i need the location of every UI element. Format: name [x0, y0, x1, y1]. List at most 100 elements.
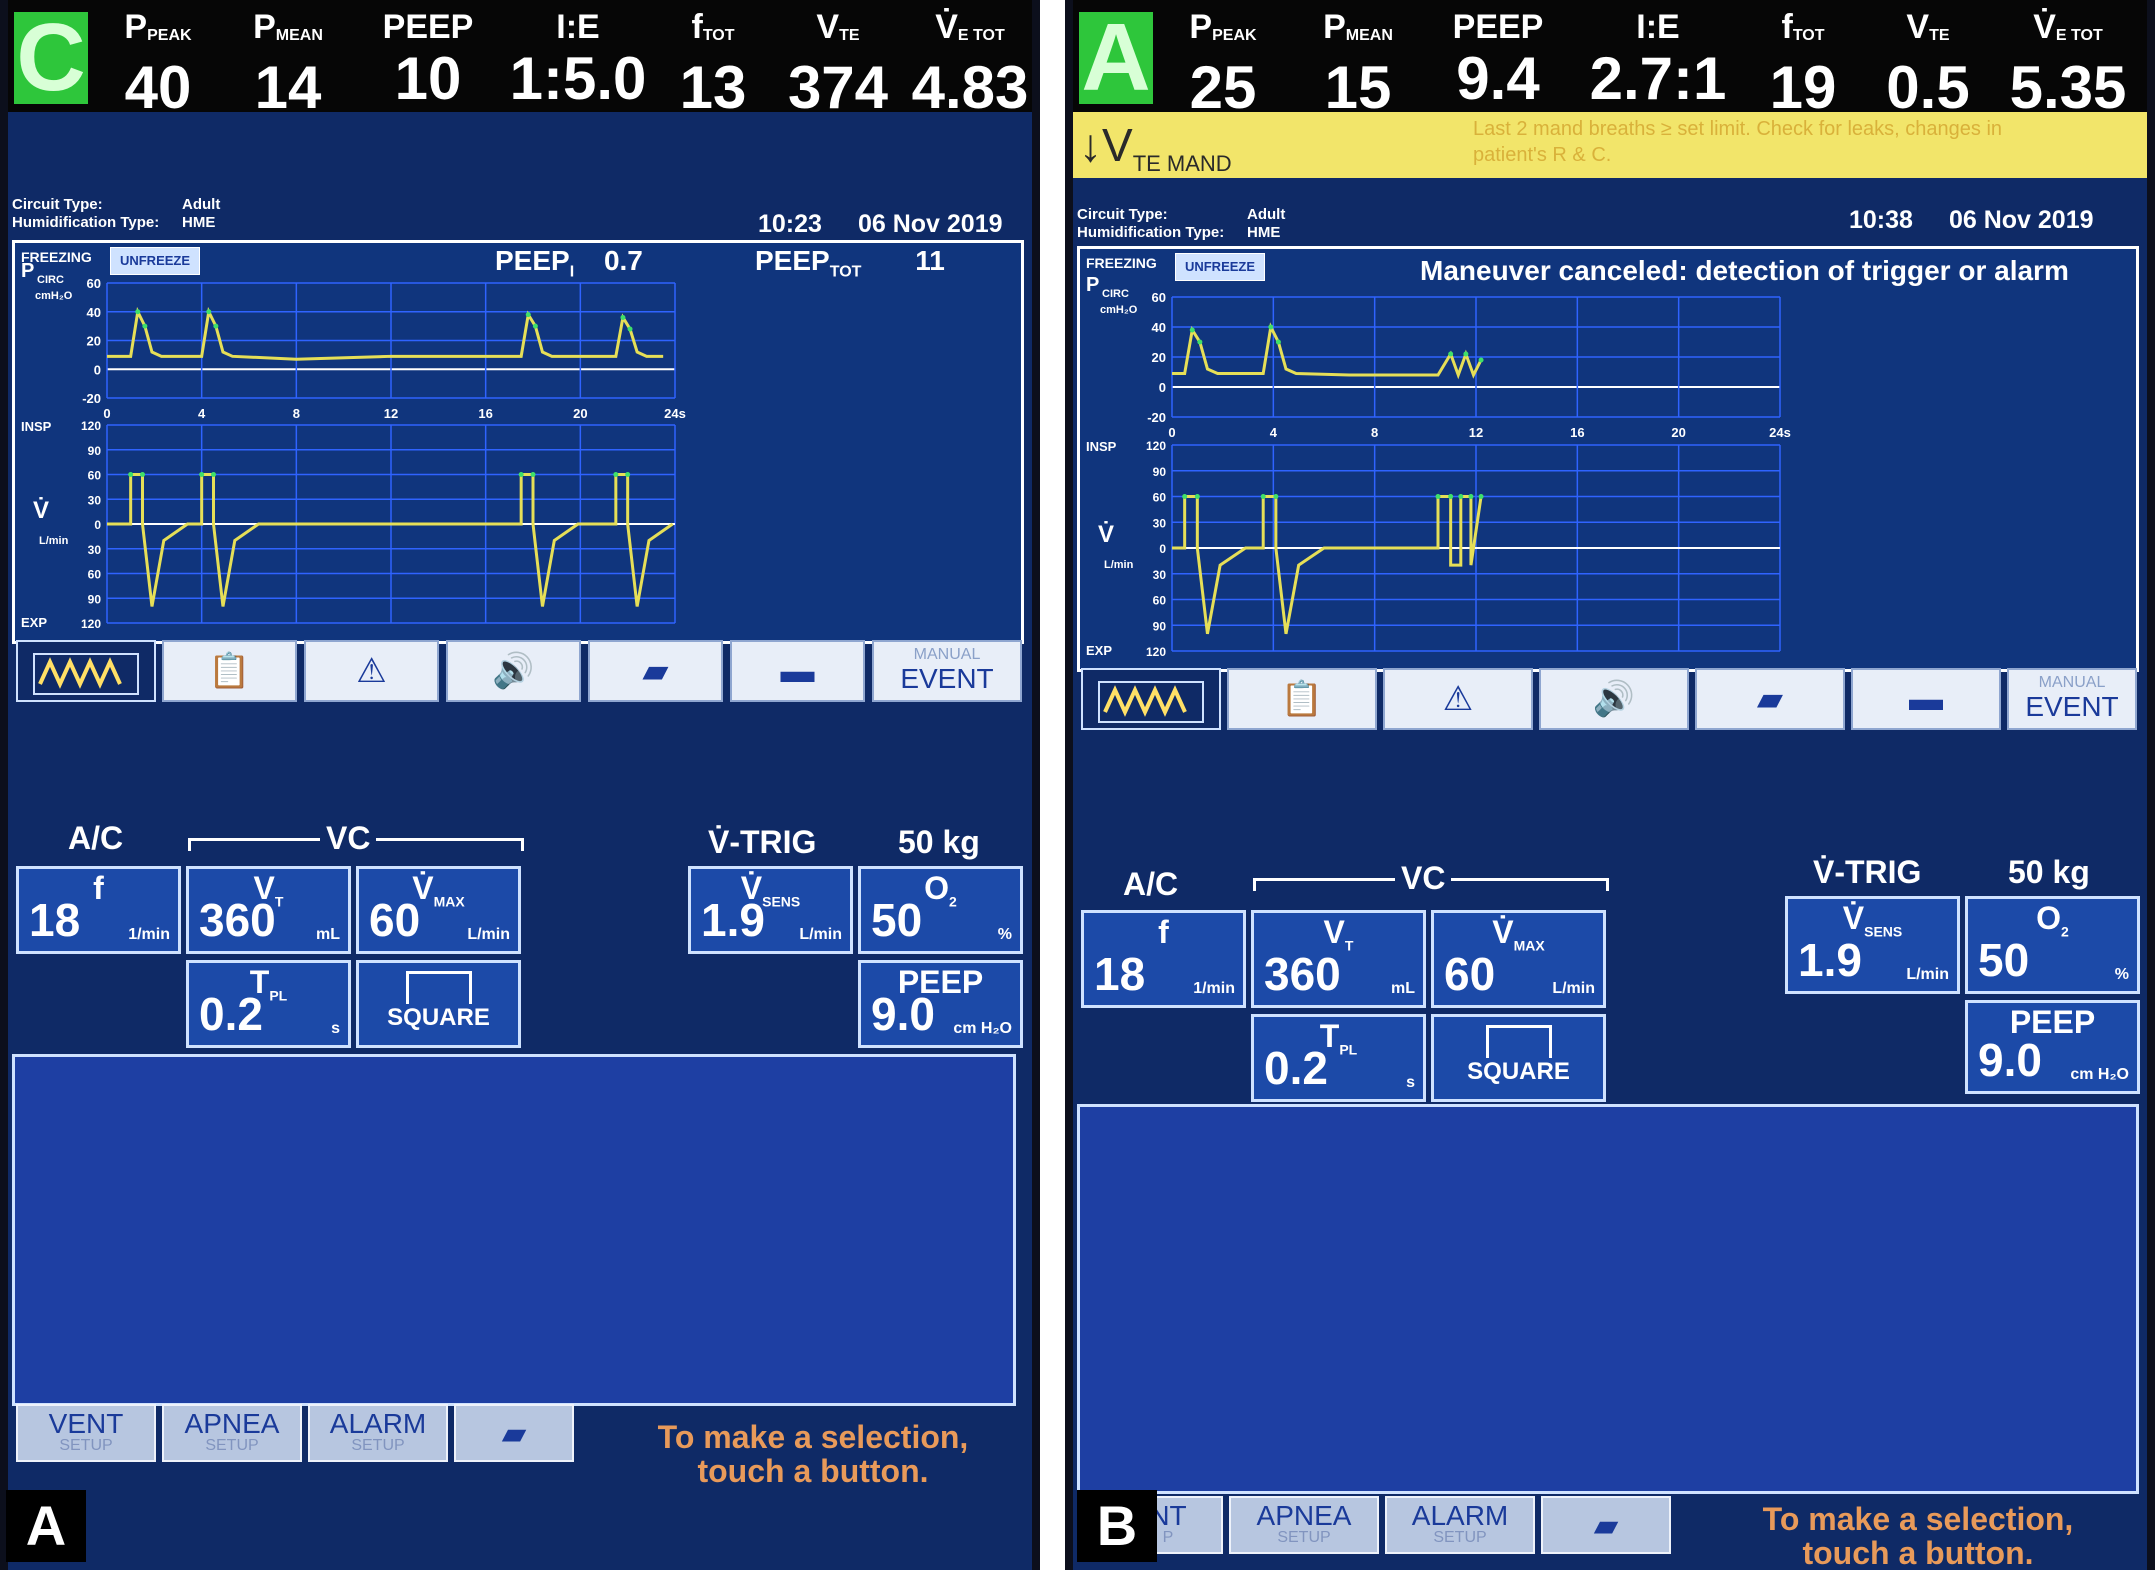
pressure-tick-label: -20: [82, 391, 101, 406]
tab-screens[interactable]: ▰: [1695, 668, 1845, 730]
clock: 10:38 06 Nov 2019: [1849, 206, 2094, 234]
other-screens-button[interactable]: ▰: [1541, 1496, 1671, 1554]
time-tick-label: 24s: [664, 406, 686, 421]
flow-insp-point: [140, 472, 145, 477]
pressure-axis-sub: CIRC: [37, 274, 64, 286]
flow-axis-unit: L/min: [1104, 559, 1134, 571]
pressure-insp-point: [627, 326, 633, 332]
tab-volume[interactable]: 🔊: [446, 640, 581, 702]
monitor-strip: A PPEAK 25 PMEAN 15 PEEP 9.4 I:E 2.7:1 fTOT 1…: [1073, 0, 2147, 121]
trigger-type-label: V̇-TRIG: [708, 824, 817, 860]
flow-insp-point: [530, 472, 536, 477]
unfreeze-button[interactable]: UNFREEZE: [110, 247, 200, 275]
setting-peep[interactable]: PEEP 9.0 cm H₂O: [1965, 1000, 2140, 1094]
pressure-axis-unit: cmH₂O: [35, 290, 73, 302]
apnea-setup-button[interactable]: APNEA SETUP: [162, 1404, 302, 1462]
other-screens-button[interactable]: ▰: [454, 1404, 574, 1462]
ideal-body-weight: 50 kg: [2008, 854, 2090, 890]
flow-tick-label: 120: [1146, 439, 1166, 453]
setting-vmax[interactable]: V̇MAX 60 L/min: [1431, 910, 1606, 1008]
vetot-monitor: V̇E TOT 5.35: [2009, 8, 2127, 121]
flow-axis-exp: EXP: [1086, 643, 1112, 658]
setting-waveform[interactable]: SQUARE: [1431, 1014, 1606, 1102]
alarm-setup-button[interactable]: ALARM SETUP: [308, 1404, 448, 1462]
setting-o2[interactable]: O2 50%: [858, 866, 1023, 954]
pressure-insp-point: [135, 309, 141, 315]
flow-insp-point: [1194, 494, 1200, 499]
setting-tpl[interactable]: TPL 0.2 s: [186, 960, 351, 1048]
setting-f[interactable]: f 18 1/min: [1081, 910, 1246, 1008]
selection-prompt: To make a selection, touch a button.: [657, 1419, 969, 1489]
flow-insp-point: [128, 472, 134, 477]
tab-log[interactable]: 📋: [162, 640, 297, 702]
trigger-type-label: V̇-TRIG: [1813, 854, 1922, 890]
ppeak-monitor: PPEAK 40: [124, 8, 192, 121]
flow-axis-name: V̇: [1098, 521, 1114, 548]
tab-volume[interactable]: 🔊: [1539, 668, 1689, 730]
alarm-log-icon: ⚠: [1442, 680, 1474, 718]
pressure-insp-point: [525, 312, 531, 318]
flow-axis-name: V̇: [33, 497, 49, 524]
tab-alarm-log[interactable]: ⚠: [304, 640, 439, 702]
pressure-insp-point: [142, 323, 148, 329]
apnea-setup-button[interactable]: APNEA SETUP: [1229, 1496, 1379, 1554]
pmean-monitor: PMEAN 14: [253, 8, 323, 121]
speaker-icon: 🔊: [492, 652, 535, 690]
tab-waveforms[interactable]: [1081, 668, 1221, 730]
pressure-trace: [1172, 322, 1483, 380]
pressure-insp-point: [532, 323, 538, 329]
tab-alarm-log[interactable]: ⚠: [1383, 668, 1533, 730]
pressure-insp-point: [1478, 357, 1484, 363]
waveform-panel: FREEZING UNFREEZE Maneuver canceled: det…: [1077, 246, 2139, 672]
unfreeze-button[interactable]: UNFREEZE: [1175, 253, 1265, 281]
vent-setup-button[interactable]: VENT SETUP: [16, 1404, 156, 1462]
setting-o2[interactable]: O2 50%: [1965, 896, 2140, 994]
setting-vsens[interactable]: V̇SENS 1.9 L/min: [688, 866, 853, 954]
setting-peep[interactable]: PEEP 9.0 cm H₂O: [858, 960, 1023, 1048]
flow-tick-label: 90: [88, 444, 102, 458]
setting-tpl[interactable]: TPL 0.2 s: [1251, 1014, 1426, 1102]
vte-monitor: VTE 374: [787, 8, 889, 121]
tab-waveforms[interactable]: [16, 640, 156, 702]
alarm-banner[interactable]: ↓VTE MAND Last 2 mand breaths ≥ set limi…: [1073, 112, 2147, 178]
flow-insp-point: [1468, 494, 1474, 499]
figure-label-b: B: [1077, 1490, 1157, 1562]
pressure-insp-point: [1189, 327, 1195, 333]
tab-trends[interactable]: ▬: [730, 640, 865, 702]
figure-label-a: A: [6, 1490, 86, 1562]
pressure-insp-point: [1448, 351, 1454, 357]
ventilator-screen-b: A PPEAK 25 PMEAN 15 PEEP 9.4 I:E 2.7:1 fTOT 1…: [1065, 0, 2155, 1570]
peeptot-readout: PEEPTOT 11: [755, 245, 945, 281]
stacked-screens-icon: ▰: [642, 652, 669, 690]
ftot-monitor: fTOT 13: [679, 8, 747, 121]
monitor-strip: C PPEAK 40 PMEAN 14 PEEP 10 I:E 1:5.0 fTOT 13…: [8, 0, 1032, 121]
setting-vmax[interactable]: V̇MAX 60 L/min: [356, 866, 521, 954]
trend-icon: ▬: [1909, 680, 1943, 718]
flow-insp-point: [1448, 494, 1454, 499]
manual-event-button[interactable]: MANUAL EVENT: [872, 640, 1022, 702]
setting-vsens[interactable]: V̇SENS 1.9 L/min: [1785, 896, 1960, 994]
manual-event-button[interactable]: MANUAL EVENT: [2007, 668, 2137, 730]
setting-waveform[interactable]: SQUARE: [356, 960, 521, 1048]
peepi-readout: PEEPI 0.7: [495, 245, 643, 281]
alarm-setup-button[interactable]: ALARM SETUP: [1385, 1496, 1535, 1554]
pressure-axis-sub: CIRC: [1102, 288, 1129, 300]
tab-trends[interactable]: ▬: [1851, 668, 2001, 730]
setting-vt[interactable]: VT 360 mL: [186, 866, 351, 954]
tab-log[interactable]: 📋: [1227, 668, 1377, 730]
flow-tick-label: 30: [88, 543, 102, 557]
waveform-icon: [33, 653, 139, 695]
circuit-info: Circuit Type: Adult Humidification Type: H…: [12, 196, 221, 231]
pressure-insp-point: [213, 323, 219, 329]
tab-screens[interactable]: ▰: [588, 640, 723, 702]
setting-f[interactable]: f 18 1/min: [16, 866, 181, 954]
flow-tick-label: 60: [88, 469, 102, 483]
stacked-screens-icon: ▰: [1756, 680, 1784, 718]
flow-insp-point: [1273, 494, 1279, 499]
setting-vt[interactable]: VT 360 mL: [1251, 910, 1426, 1008]
trend-icon: ▬: [780, 652, 815, 690]
pressure-insp-point: [1197, 339, 1203, 345]
flow-tick-label: 30: [1153, 568, 1167, 582]
flow-insp-point: [613, 472, 619, 477]
